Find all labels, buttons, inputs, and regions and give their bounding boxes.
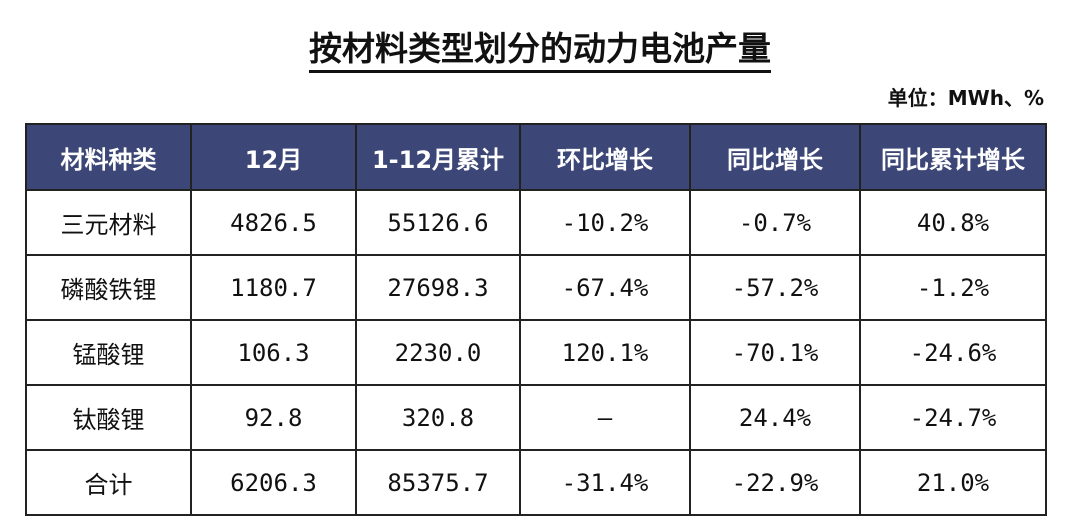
table-row: 锰酸锂 106.3 2230.0 120.1% -70.1% -24.6%	[25, 319, 1047, 386]
unit-label: 单位：MWh、%	[887, 86, 1044, 110]
column-header: 材料种类	[25, 123, 192, 191]
table-cell: -31.4%	[519, 449, 691, 516]
table-cell: 40.8%	[859, 189, 1047, 256]
table-row: 合计 6206.3 85375.7 -31.4% -22.9% 21.0%	[25, 449, 1047, 516]
table-cell: 1180.7	[190, 254, 357, 321]
table-row: 三元材料 4826.5 55126.6 -10.2% -0.7% 40.8%	[25, 189, 1047, 256]
table-cell: 6206.3	[190, 449, 357, 516]
table-cell: -1.2%	[859, 254, 1047, 321]
row-label: 磷酸铁锂	[25, 254, 192, 321]
table-cell: 2230.0	[355, 319, 521, 386]
column-header: 同比累计增长	[859, 123, 1047, 191]
table-row: 钛酸锂 92.8 320.8—24.4% -24.7%	[25, 384, 1047, 451]
table-cell: 4826.5	[190, 189, 357, 256]
table-cell: 55126.6	[355, 189, 521, 256]
column-header: 同比增长	[689, 123, 861, 191]
table-cell: 85375.7	[355, 449, 521, 516]
row-label: 合计	[25, 449, 192, 516]
table-cell: -0.7%	[689, 189, 861, 256]
table-cell: -67.4%	[519, 254, 691, 321]
table-cell: -57.2%	[689, 254, 861, 321]
table-cell: —	[519, 384, 691, 451]
row-label: 三元材料	[25, 189, 192, 256]
table-cell: 21.0%	[859, 449, 1047, 516]
row-label: 钛酸锂	[25, 384, 192, 451]
column-header: 1-12月累计	[355, 123, 521, 191]
row-label: 锰酸锂	[25, 319, 192, 386]
table-cell: 106.3	[190, 319, 357, 386]
table-row: 磷酸铁锂 1180.7 27698.3 -67.4% -57.2% -1.2%	[25, 254, 1047, 321]
table-header-row: 材料种类 12月 1-12月累计 环比增长 同比增长 同比累计增长	[25, 123, 1047, 191]
table-cell: 27698.3	[355, 254, 521, 321]
page-title: 按材料类型划分的动力电池产量	[0, 22, 1080, 73]
table-cell: -24.7%	[859, 384, 1047, 451]
table-cell: -10.2%	[519, 189, 691, 256]
column-header: 环比增长	[519, 123, 691, 191]
table-cell: 320.8	[355, 384, 521, 451]
table-cell: 24.4%	[689, 384, 861, 451]
table-cell: 120.1%	[519, 319, 691, 386]
table-cell: -70.1%	[689, 319, 861, 386]
table-cell: -22.9%	[689, 449, 861, 516]
data-table: 材料种类 12月 1-12月累计 环比增长 同比增长 同比累计增长 三元材料 4826.5 5…	[25, 123, 1047, 516]
table-cell: 92.8	[190, 384, 357, 451]
column-header: 12月	[190, 123, 357, 191]
table-cell: -24.6%	[859, 319, 1047, 386]
